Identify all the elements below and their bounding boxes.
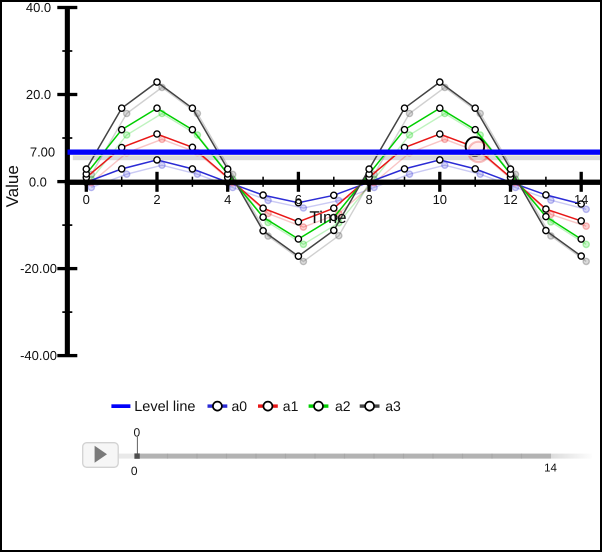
svg-text:Value: Value (3, 165, 22, 207)
svg-text:14: 14 (544, 463, 557, 475)
svg-text:2: 2 (153, 192, 160, 207)
svg-text:12: 12 (503, 192, 517, 207)
svg-text:Time: Time (309, 208, 346, 227)
svg-text:8: 8 (365, 192, 372, 207)
svg-text:0: 0 (133, 426, 140, 440)
svg-text:0.0: 0.0 (29, 174, 47, 189)
svg-text:14: 14 (574, 192, 588, 207)
svg-text:20.0: 20.0 (26, 87, 51, 102)
svg-text:40.0: 40.0 (26, 0, 51, 15)
svg-text:7.00: 7.00 (30, 144, 55, 159)
svg-text:a2: a2 (335, 398, 351, 414)
svg-text:0: 0 (83, 192, 90, 207)
svg-text:0: 0 (131, 464, 138, 478)
svg-text:-20.00: -20.00 (20, 261, 57, 276)
svg-text:Level line: Level line (134, 399, 195, 415)
svg-text:a3: a3 (385, 398, 401, 414)
svg-text:6: 6 (295, 192, 302, 207)
svg-text:4: 4 (224, 192, 231, 207)
svg-text:-40.00: -40.00 (20, 348, 57, 363)
svg-text:10: 10 (433, 192, 447, 207)
svg-text:a1: a1 (283, 398, 299, 414)
svg-text:a0: a0 (232, 398, 248, 414)
